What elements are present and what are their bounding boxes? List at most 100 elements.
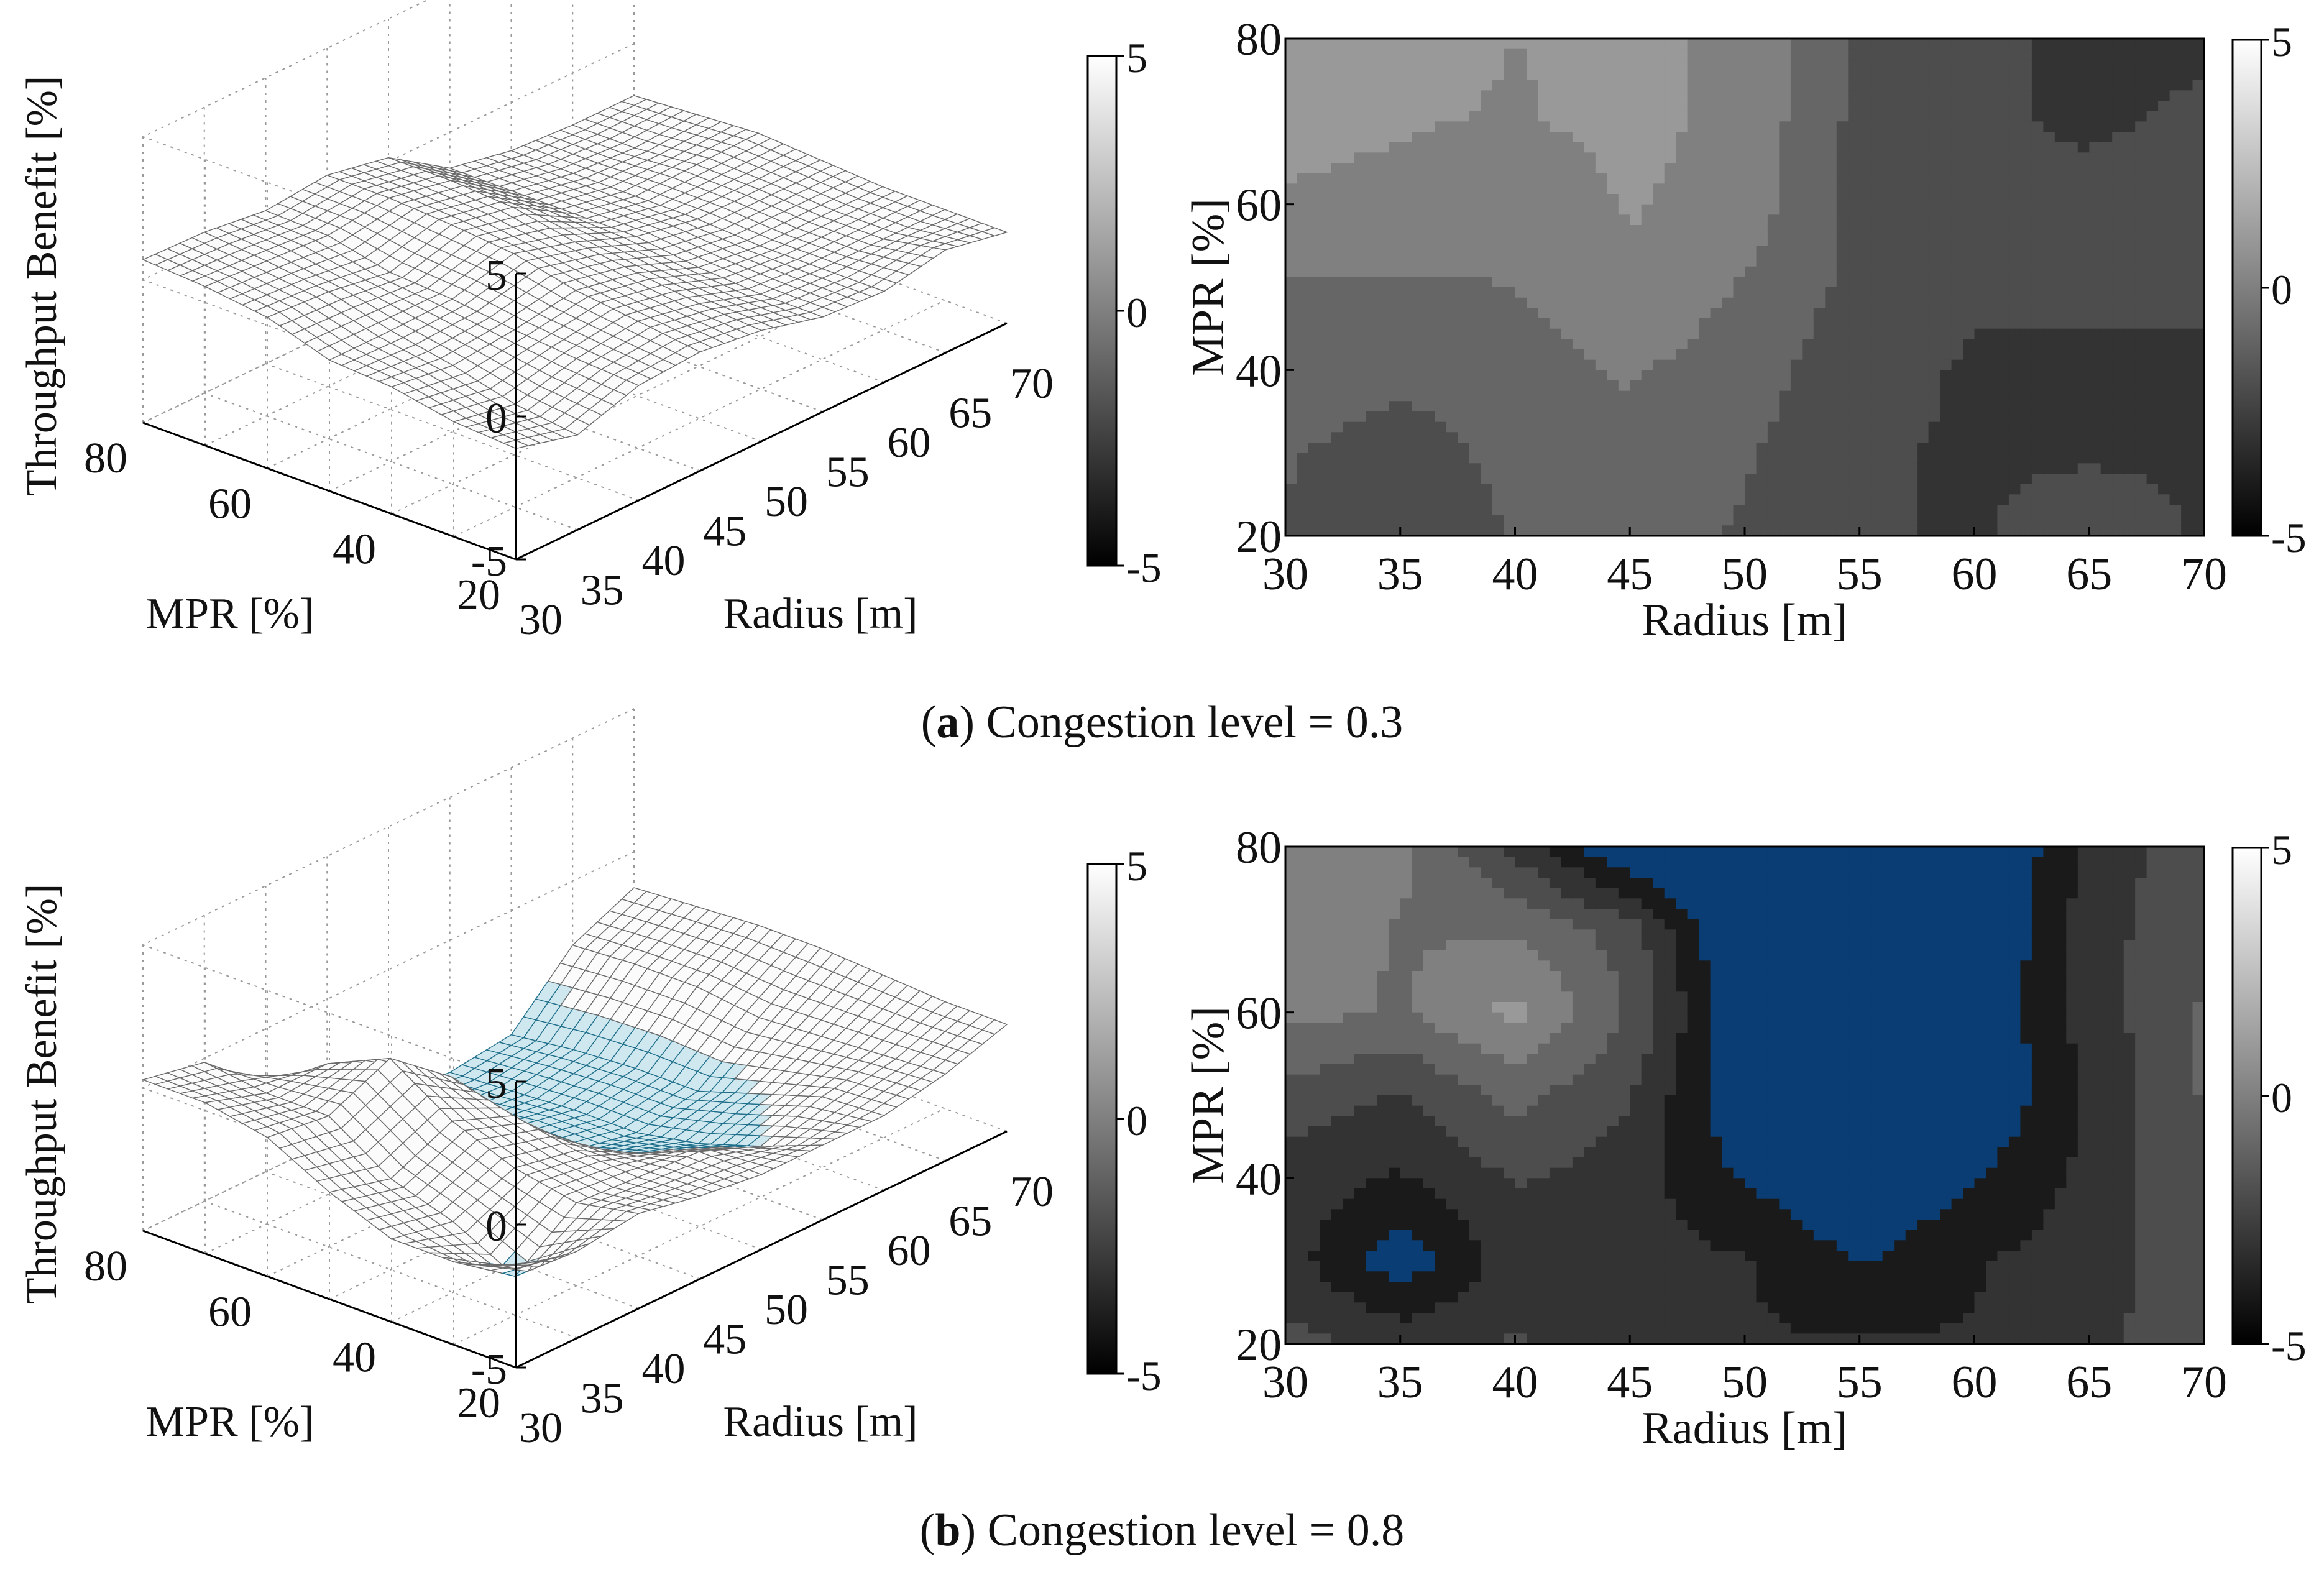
- panel-a-contour-heat-cell: [1331, 453, 1344, 464]
- panel-a-contour-heat-cell: [1354, 90, 1367, 101]
- panel-a-contour-heat-cell: [1354, 277, 1367, 288]
- panel-a-contour-heat-cell: [1630, 214, 1642, 226]
- panel-a-contour-heat-cell: [2158, 80, 2170, 91]
- panel-a-contour-heat-cell: [1435, 59, 1447, 70]
- panel-a-contour-heat-cell: [1400, 287, 1413, 298]
- panel-a-contour-heat-cell: [1722, 308, 1734, 319]
- panel-a-contour-heat-cell: [1882, 421, 1895, 433]
- panel-a-contour-heat-cell: [1549, 173, 1562, 185]
- panel-a-contour-heat-cell: [1699, 474, 1711, 485]
- panel-a-contour-heat-cell: [1630, 48, 1642, 60]
- panel-a-contour-heat-cell: [1297, 90, 1309, 101]
- panel-a-contour-heat-cell: [2054, 339, 2067, 350]
- panel-a-contour-heat-cell: [1400, 277, 1413, 288]
- panel-a-contour-heat-cell: [1308, 328, 1321, 340]
- panel-a-contour-heat-cell: [1641, 505, 1653, 516]
- panel-a-contour-heat-cell: [1790, 194, 1803, 205]
- panel-a-contour-heat-cell: [1446, 484, 1458, 495]
- panel-a-contour-heat-cell: [1366, 349, 1378, 361]
- panel-a-contour-heat-cell: [1630, 411, 1642, 423]
- panel-a-contour-heat-cell: [1584, 432, 1596, 443]
- panel-a-contour-heat-cell: [1848, 380, 1860, 392]
- panel-a-contour-heat-cell: [1435, 515, 1447, 526]
- panel-a-contour-heat-cell: [1733, 173, 1745, 185]
- panel-a-contour-heat-cell: [1320, 152, 1332, 163]
- panel-a-contour-heat-cell: [1377, 194, 1390, 205]
- panel-a-contour-heat-cell: [1745, 142, 1757, 154]
- panel-a-contour-heat-cell: [1997, 214, 2009, 226]
- panel-a-contour-heat-cell: [1504, 349, 1516, 361]
- panel-a-contour-heat-cell: [1756, 380, 1768, 392]
- panel-a-contour-heat-cell: [1584, 474, 1596, 485]
- panel-a-contour-heat-cell: [1974, 328, 1986, 340]
- panel-a-contour-heat-cell: [1802, 318, 1814, 329]
- panel-a-contour-heat-cell: [1320, 453, 1332, 464]
- panel-a-contour-heat-cell: [2100, 90, 2113, 101]
- panel-a-contour-heat-cell: [2158, 484, 2170, 495]
- panel-a-contour-heat-cell: [2077, 142, 2090, 154]
- panel-a-contour-heat-cell: [2066, 494, 2078, 505]
- panel-a-contour-heat-cell: [1722, 474, 1734, 485]
- panel-a-contour-heat-cell: [2020, 411, 2032, 423]
- panel-a-contour-heat-cell: [1894, 359, 1906, 371]
- panel-a-contour-heat-cell: [1802, 246, 1814, 257]
- panel-a-contour-heat-cell: [1664, 463, 1676, 474]
- panel-a-contour-heat-cell: [1458, 525, 1470, 536]
- panel-a-contour-heat-cell: [1469, 411, 1481, 423]
- panel-a-contour-heat-cell: [1308, 318, 1321, 329]
- panel-a-contour-heat-cell: [2077, 266, 2090, 278]
- panel-a-contour-heat-cell: [1630, 359, 1642, 371]
- panel-a-contour-heat-cell: [2146, 401, 2159, 412]
- panel-a-contour-heat-cell: [1297, 463, 1309, 474]
- panel-a-contour-heat-cell: [1377, 132, 1390, 143]
- panel-a-contour-heat-cell: [1894, 277, 1906, 288]
- panel-a-contour-heat-cell: [1825, 163, 1837, 174]
- panel-a-contour-heat-cell: [1963, 70, 1975, 81]
- panel-a-contour-heat-cell: [1584, 173, 1596, 185]
- panel-a-contour-heat-cell: [1400, 214, 1413, 226]
- panel-a-contour-heat-cell: [1676, 484, 1688, 495]
- panel-a-contour-heat-cell: [1538, 390, 1550, 402]
- panel-a-contour-heat-cell: [2020, 359, 2032, 371]
- panel-a-contour-heat-cell: [1825, 48, 1837, 60]
- panel-a-contour-heat-cell: [1584, 484, 1596, 495]
- panel-a-contour-heat-cell: [1561, 453, 1573, 464]
- panel-a-contour-heat-cell: [1825, 328, 1837, 340]
- panel-a-contour-heat-cell: [1802, 277, 1814, 288]
- panel-a-contour-heat-cell: [1538, 484, 1550, 495]
- panel-a-contour-heat-cell: [1779, 494, 1791, 505]
- panel-a-contour-heat-cell: [1481, 173, 1493, 185]
- panel-a-contour-heat-cell: [1285, 505, 1298, 516]
- panel-a-contour-heat-cell: [1871, 246, 1883, 257]
- panel-a-contour-heat-cell: [1676, 515, 1688, 526]
- panel-a-contour-heat-cell: [1894, 48, 1906, 60]
- panel-a-contour-heat-cell: [2031, 266, 2044, 278]
- panel-a-contour-heat-cell: [1699, 142, 1711, 154]
- panel-a-contour-heat-cell: [1320, 121, 1332, 132]
- panel-a-contour-heat-cell: [1504, 287, 1516, 298]
- panel-a-contour-heat-cell: [1435, 411, 1447, 423]
- panel-a-contour-heat-cell: [1733, 132, 1745, 143]
- panel-a-contour-heat-cell: [1767, 214, 1780, 226]
- panel-a-contour-heat-cell: [1320, 111, 1332, 122]
- panel-a-contour-heat-cell: [2100, 80, 2113, 91]
- panel-a-contour-heat-cell: [1894, 101, 1906, 112]
- panel-a-contour-heat-cell: [1974, 494, 1986, 505]
- panel-a-contour-heat-cell: [1825, 494, 1837, 505]
- panel-a-contour-heat-cell: [2008, 380, 2021, 392]
- panel-a-contour-heat-cell: [2043, 173, 2055, 185]
- panel-a-contour-heat-cell: [2100, 235, 2113, 247]
- panel-a-contour-heat-cell: [2077, 318, 2090, 329]
- panel-a-contour-heat-cell: [2169, 101, 2182, 112]
- panel-a-contour-heat-cell: [1756, 256, 1768, 267]
- panel-a-contour-heat-cell: [1653, 90, 1665, 101]
- panel-a-contour-heat-cell: [1687, 225, 1699, 236]
- panel-a-contour-heat-cell: [1710, 48, 1722, 60]
- panel-a-contour-heat-cell: [1527, 453, 1539, 464]
- panel-a-contour-heat-cell: [1297, 101, 1309, 112]
- panel-a-contour-heat-cell: [2135, 204, 2147, 216]
- panel-a-contour-heat-cell: [1343, 121, 1355, 132]
- panel-a-contour-heat-cell: [1527, 90, 1539, 101]
- panel-a-contour-heat-cell: [1607, 505, 1619, 516]
- panel-a-contour-heat-cell: [2020, 474, 2032, 485]
